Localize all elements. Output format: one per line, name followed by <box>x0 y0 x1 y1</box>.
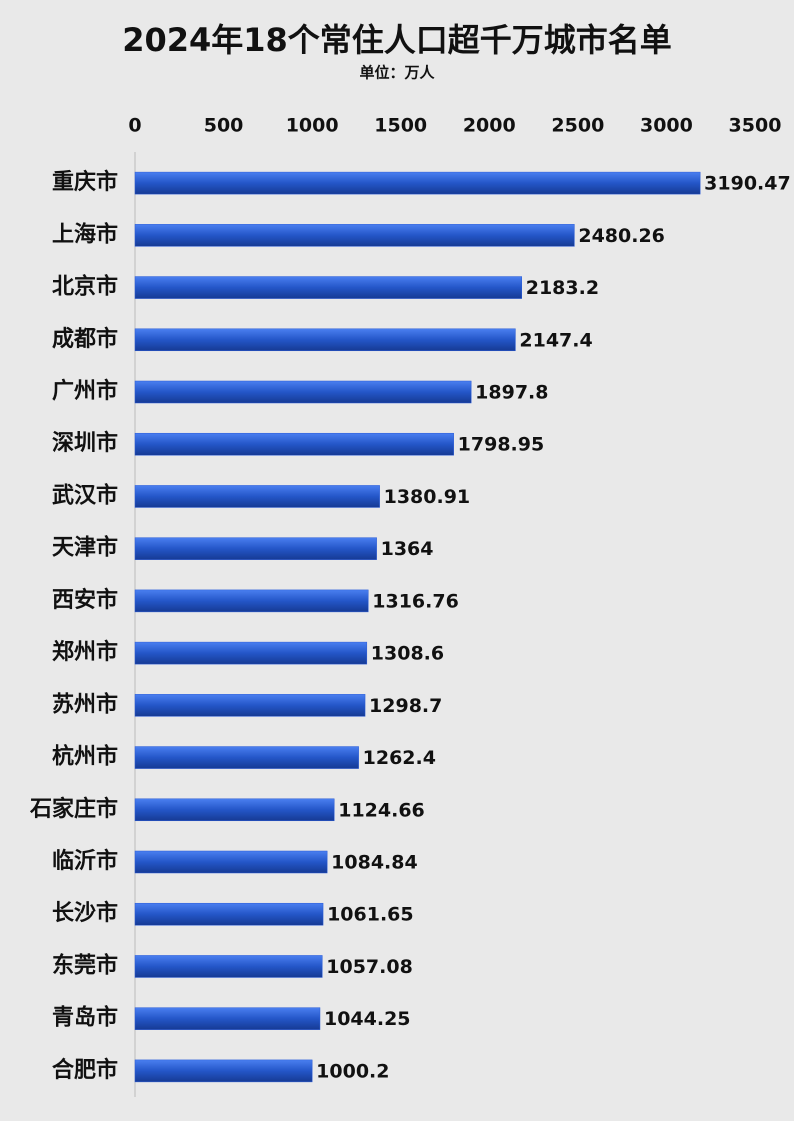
y-tick-label: 西安市 <box>52 587 118 613</box>
y-tick-label: 苏州市 <box>52 691 118 717</box>
value-label: 1798.95 <box>458 434 545 456</box>
value-label: 1084.84 <box>331 852 418 874</box>
bar <box>134 798 335 822</box>
y-tick-label: 郑州市 <box>52 639 118 665</box>
value-label: 1316.76 <box>372 590 459 612</box>
value-label: 2480.26 <box>578 225 665 247</box>
bar <box>134 641 368 665</box>
value-label: 1298.7 <box>369 695 442 717</box>
value-label: 1057.08 <box>326 956 413 978</box>
bar <box>134 1059 313 1083</box>
value-label: 3190.47 <box>704 173 791 195</box>
y-tick-label: 合肥市 <box>52 1057 118 1083</box>
value-label: 1380.91 <box>384 486 471 508</box>
bar <box>134 850 328 874</box>
y-tick-label: 临沂市 <box>52 848 118 874</box>
y-tick-label: 广州市 <box>52 378 118 404</box>
bar <box>134 694 366 717</box>
value-label: 1044.25 <box>324 1008 411 1030</box>
y-tick-label: 深圳市 <box>52 430 118 456</box>
x-tick-label: 2000 <box>463 115 516 137</box>
bar <box>134 537 377 560</box>
bar <box>134 485 380 508</box>
chart-subtitle: 单位：万人 <box>359 64 435 82</box>
value-label: 2183.2 <box>526 277 599 299</box>
bar <box>134 432 454 456</box>
bar <box>134 224 575 247</box>
chart-title: 2024年18个常住人口超千万城市名单 <box>122 21 672 59</box>
y-tick-label: 重庆市 <box>52 169 118 195</box>
x-tick-label: 3000 <box>640 115 693 137</box>
value-label: 1308.6 <box>371 643 444 665</box>
value-label: 1897.8 <box>475 382 548 404</box>
value-label: 2147.4 <box>519 329 592 351</box>
y-tick-label: 青岛市 <box>52 1005 118 1031</box>
bar <box>134 380 472 404</box>
bar <box>134 328 516 352</box>
y-tick-label: 杭州市 <box>52 744 118 770</box>
y-tick-label: 石家庄市 <box>29 796 118 822</box>
bar <box>134 171 701 195</box>
y-tick-label: 天津市 <box>52 535 118 561</box>
x-tick-label: 1000 <box>286 115 339 137</box>
x-tick-label: 3500 <box>729 115 782 137</box>
bar <box>134 1007 321 1030</box>
y-tick-label: 成都市 <box>52 326 118 352</box>
y-tick-label: 北京市 <box>52 274 118 300</box>
value-label: 1061.65 <box>327 904 414 926</box>
y-tick-label: 长沙市 <box>52 900 118 926</box>
value-label: 1364 <box>381 538 434 560</box>
bar <box>134 276 522 299</box>
bar <box>134 589 369 613</box>
value-label: 1262.4 <box>363 747 436 769</box>
bar <box>134 902 324 926</box>
value-label: 1124.66 <box>338 799 425 821</box>
bar <box>134 955 323 978</box>
x-tick-label: 2500 <box>551 115 604 137</box>
y-tick-label: 东莞市 <box>52 952 118 978</box>
x-tick-label: 500 <box>204 115 244 137</box>
x-tick-label: 1500 <box>374 115 427 137</box>
y-tick-label: 武汉市 <box>52 482 118 508</box>
x-tick-label: 0 <box>128 115 141 137</box>
y-tick-label: 上海市 <box>52 221 118 247</box>
bar <box>134 746 359 769</box>
value-label: 1000.2 <box>316 1060 389 1082</box>
